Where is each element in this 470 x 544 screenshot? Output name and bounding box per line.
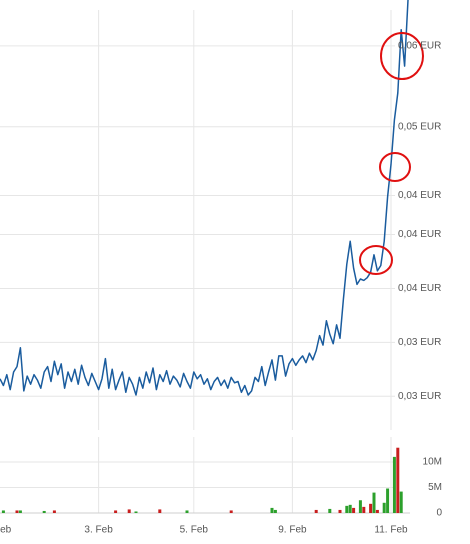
price-line [0,0,409,396]
x-tick-label: 9. Feb [278,525,307,536]
volume-bar [52,510,56,513]
volume-bar [362,506,366,513]
volume-bar [114,510,118,513]
y-tick-label: 0,03 EUR [398,391,441,402]
volume-bar [386,488,390,513]
volume-bar [338,509,342,513]
volume-bar [15,510,19,513]
volume-bar [392,456,396,513]
x-tick-label: Feb [0,525,12,536]
y-tick-label: 0,06 EUR [398,40,441,51]
marks [0,0,409,513]
volume-bar [42,510,46,513]
volume-bar [158,509,162,513]
volume-bar [134,511,138,513]
x-tick-label: 3. Feb [84,525,113,536]
volume-bar [345,505,349,513]
volume-bar [372,492,376,513]
volume-bar [352,507,356,513]
volume-bar [328,508,332,513]
volume-bar [229,510,233,513]
volume-bar [127,509,131,513]
volume-bar [396,447,400,513]
volume-bar [185,510,189,513]
volume-bar [273,509,277,513]
highlight-circle [379,152,411,182]
y-tick-label: 0,04 EUR [398,283,441,294]
highlight-circle [380,32,424,80]
volume-bar [375,509,379,513]
volume-bar [399,491,403,513]
x-tick-label: 5. Feb [180,525,209,536]
y-tick-label: 0 [436,508,442,519]
volume-bar [369,503,373,513]
volume-bar [382,502,386,513]
volume-bar [1,510,5,513]
volume-bar [18,510,22,513]
highlight-circle [359,245,393,275]
y-tick-label: 0,04 EUR [398,190,441,201]
volume-bar [270,507,274,513]
y-tick-label: 0,04 EUR [398,229,441,240]
x-tick-label: 11. Feb [374,525,408,536]
volume-bar [358,500,362,513]
grid [0,10,410,514]
y-tick-label: 5M [428,482,442,493]
y-tick-label: 0,03 EUR [398,337,441,348]
y-tick-label: 10M [423,457,442,468]
volume-bar [348,504,352,513]
y-tick-label: 0,05 EUR [398,121,441,132]
volume-bar [314,509,318,513]
